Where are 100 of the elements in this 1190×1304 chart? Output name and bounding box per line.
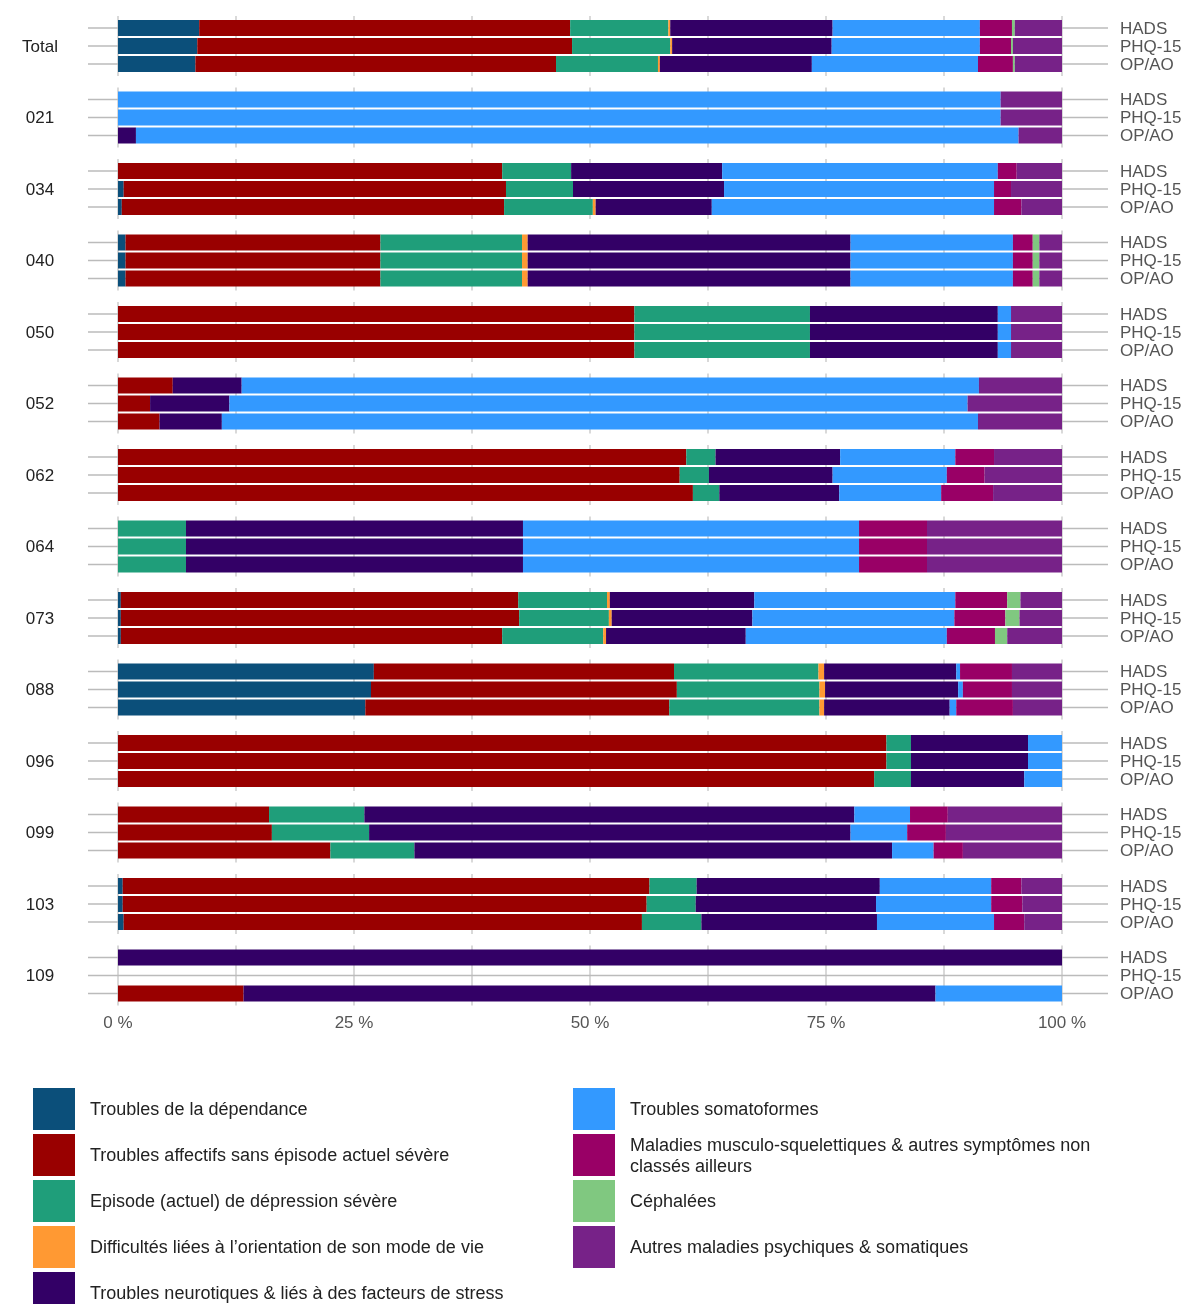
bar xyxy=(522,538,860,555)
bar xyxy=(839,485,942,501)
y-tick-label: PHQ-15 xyxy=(1120,680,1182,699)
bar xyxy=(876,914,995,930)
bar xyxy=(1007,628,1062,644)
y-tick-label: OP/AO xyxy=(1120,483,1174,503)
bar xyxy=(118,163,503,179)
bar xyxy=(522,270,528,287)
bar xyxy=(118,91,1001,108)
bar xyxy=(927,556,1062,573)
bar xyxy=(118,324,635,340)
bar xyxy=(745,628,947,644)
text: 050 xyxy=(25,322,55,342)
bar xyxy=(556,56,658,72)
bar xyxy=(696,878,880,894)
bar xyxy=(505,181,574,197)
bar xyxy=(910,735,1029,751)
bar xyxy=(979,38,1012,54)
bar xyxy=(1012,234,1033,251)
bar xyxy=(135,127,1019,144)
bar xyxy=(1005,610,1020,626)
text: 096 xyxy=(25,751,55,771)
bar xyxy=(195,56,557,72)
bar xyxy=(118,38,198,54)
y-tick-label: OP/AO xyxy=(1120,54,1174,74)
bar xyxy=(185,538,523,555)
legend-label: Episode (actuel) de dépression sévère xyxy=(90,1191,398,1211)
bar xyxy=(1021,878,1062,894)
bar xyxy=(122,878,650,894)
y-tick-label: OP/AO xyxy=(1120,555,1174,574)
y-tick-label: PHQ-15 xyxy=(1120,823,1182,842)
bar xyxy=(669,699,820,716)
bar xyxy=(229,395,968,412)
bar xyxy=(118,949,1062,966)
bar xyxy=(1032,270,1040,287)
bar xyxy=(571,163,723,179)
bar xyxy=(927,538,1062,555)
bar xyxy=(659,56,812,72)
bar xyxy=(609,592,755,608)
bar xyxy=(945,824,1062,841)
bar xyxy=(527,270,851,287)
bar xyxy=(606,628,746,644)
bar xyxy=(719,485,840,501)
bar xyxy=(946,628,995,644)
bar xyxy=(949,699,957,716)
bar xyxy=(518,592,607,608)
bar xyxy=(125,234,381,251)
y-tick-label: OP/AO xyxy=(1120,769,1174,789)
bar xyxy=(997,163,1017,179)
bar xyxy=(1039,270,1062,287)
bar xyxy=(886,753,911,769)
bar xyxy=(994,628,1008,644)
bar xyxy=(956,663,961,680)
bar xyxy=(984,467,1062,483)
bar xyxy=(754,592,956,608)
bar xyxy=(977,413,1062,430)
bar xyxy=(879,878,992,894)
bar xyxy=(373,663,675,680)
bar xyxy=(824,699,950,716)
bar xyxy=(1020,592,1062,608)
bar xyxy=(611,610,753,626)
bar xyxy=(522,520,860,537)
bar xyxy=(859,556,928,573)
bar xyxy=(935,985,1062,1002)
bar xyxy=(955,449,995,465)
bar xyxy=(646,896,696,912)
text: 073 xyxy=(25,608,55,628)
bar xyxy=(722,163,998,179)
y-tick-label: HADS xyxy=(1120,376,1168,395)
x-tick-label: 50 % xyxy=(570,1012,610,1032)
y-tick-label: HADS xyxy=(1120,18,1168,38)
y-tick-label: OP/AO xyxy=(1120,984,1174,1003)
bar xyxy=(962,681,1012,698)
bar xyxy=(199,20,571,36)
text: 040 xyxy=(25,251,55,270)
y-tick-label: PHQ-15 xyxy=(1120,394,1182,413)
bar xyxy=(876,896,992,912)
bar xyxy=(125,270,381,287)
text: 034 xyxy=(25,179,55,199)
bar xyxy=(118,306,635,322)
bar xyxy=(118,127,136,144)
bar xyxy=(603,628,607,644)
y-tick-label: PHQ-15 xyxy=(1120,179,1182,199)
bar xyxy=(994,449,1062,465)
bar xyxy=(118,771,875,787)
bar xyxy=(991,878,1022,894)
bar xyxy=(118,628,121,644)
bar xyxy=(994,199,1022,215)
bar xyxy=(1021,199,1062,215)
bar xyxy=(649,878,697,894)
bar xyxy=(724,181,995,197)
bar xyxy=(1039,252,1062,269)
bar xyxy=(832,467,947,483)
bar xyxy=(118,681,371,698)
bar xyxy=(118,56,196,72)
bar xyxy=(269,806,365,823)
y-tick-label: HADS xyxy=(1120,233,1168,252)
bar xyxy=(118,592,121,608)
y-tick-label: PHQ-15 xyxy=(1120,537,1182,556)
bar xyxy=(825,681,959,698)
